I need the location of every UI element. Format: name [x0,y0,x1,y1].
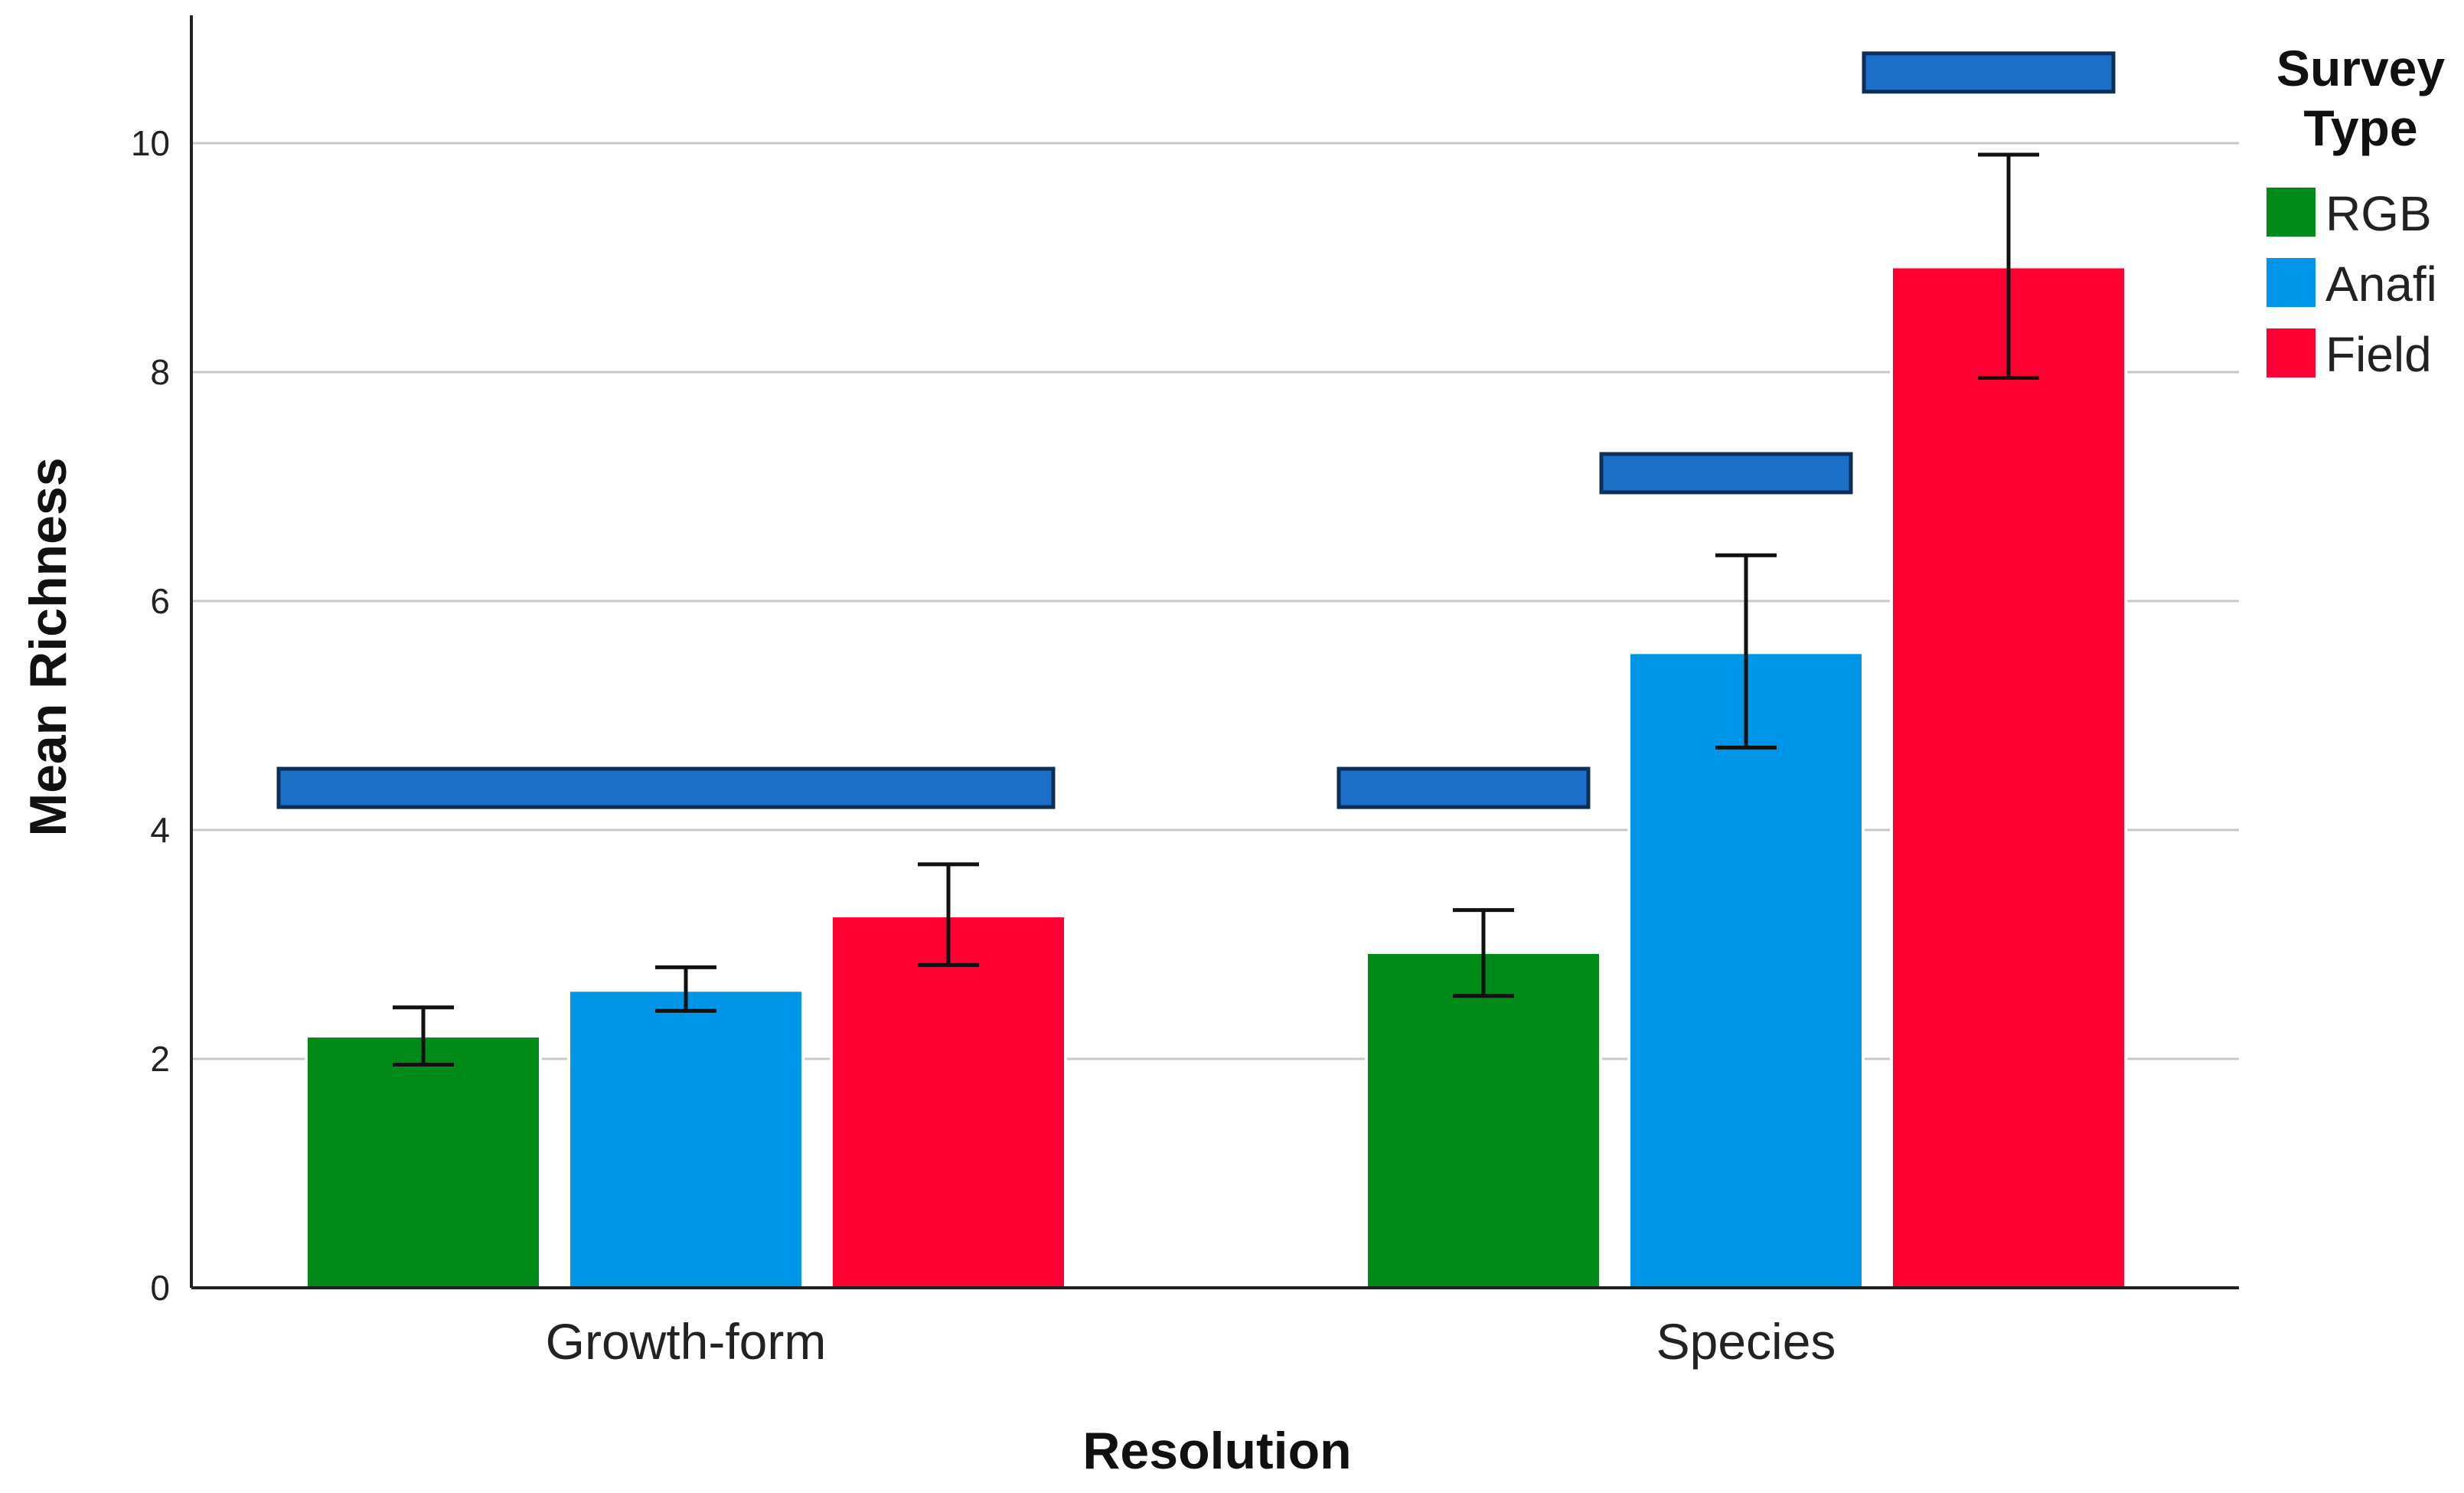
y-tick-label: 2 [150,1039,170,1079]
legend-label-field: Field [2325,327,2432,382]
legend-swatch-anafi [2267,258,2316,307]
x-axis-title: Resolution [1082,1422,1351,1480]
significance-brackets [276,51,2116,809]
axes [190,15,2239,1289]
y-tick-label: 0 [150,1268,170,1308]
y-tick-label: 6 [150,581,170,621]
bar-field-growth-form [830,914,1067,1289]
legend-title-line-2: Type [2303,100,2417,156]
legend: Survey Type RGB Anafi Field [2267,40,2445,382]
error-bar [1715,553,1777,750]
y-tick-label: 10 [131,123,170,163]
error-bar [655,965,716,1013]
bar-anafi-growth-form [567,988,804,1290]
legend-swatch-rgb [2267,188,2316,237]
legend-label-rgb: RGB [2325,186,2432,241]
error-bar [1978,152,2039,380]
error-bar [1453,908,1514,998]
legend-label-anafi: Anafi [2325,256,2437,312]
bars [305,265,2127,1290]
y-axis-title: Mean Richness [19,457,77,836]
legend-title-line-1: Survey [2276,40,2445,96]
y-tick-label: 8 [150,352,170,392]
error-bar [393,1005,454,1067]
significance-bracket [1599,452,1853,495]
significance-bracket [1862,51,2116,94]
bar-rgb-growth-form [305,1034,542,1289]
bar-field-species [1890,265,2127,1290]
x-tick-label: Species [1656,1313,1836,1370]
significance-bracket [276,766,1056,809]
error-bars [393,152,2039,1067]
error-bar [918,862,979,967]
legend-items: RGB Anafi Field [2267,186,2437,382]
bar-rgb-species [1365,950,1602,1289]
legend-swatch-field [2267,328,2316,377]
tick-labels: 0 2 4 6 8 10 Growth-form Species [131,123,1836,1370]
y-tick-label: 4 [150,810,170,850]
x-tick-label: Growth-form [546,1313,827,1370]
significance-bracket [1336,766,1591,809]
